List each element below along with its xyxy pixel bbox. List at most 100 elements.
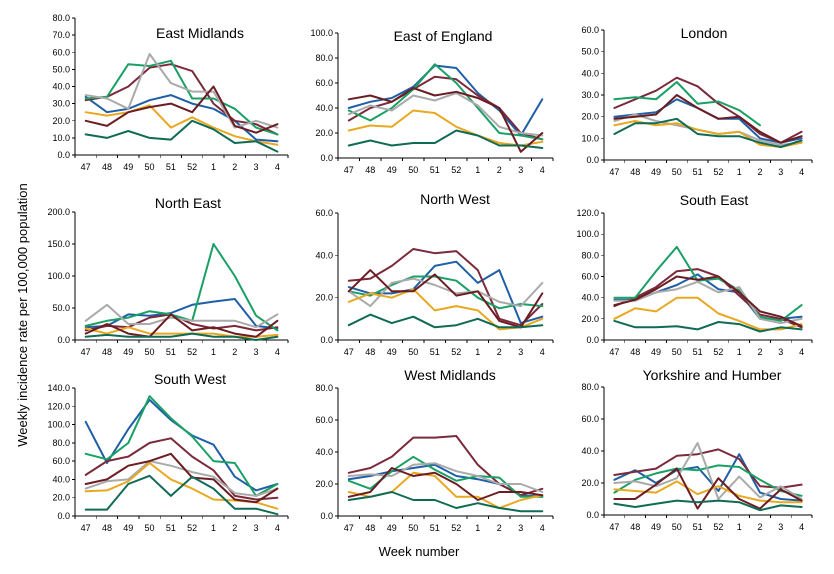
x-tick-label: 47 xyxy=(81,347,91,357)
x-tick-label: 2 xyxy=(497,347,502,357)
y-tick-label: 60.0 xyxy=(52,47,70,57)
series-line-3 xyxy=(84,243,279,332)
x-tick-label: 48 xyxy=(365,165,375,175)
y-tick-label: 70.0 xyxy=(52,30,70,40)
x-tick-label: 52 xyxy=(187,162,197,172)
y-tick-label: 0.0 xyxy=(57,511,70,521)
x-tick-label: 2 xyxy=(497,523,502,533)
series-line-5 xyxy=(347,288,544,331)
y-tick-label: 20.0 xyxy=(581,112,599,122)
y-tick-label: 0.0 xyxy=(586,155,599,165)
y-tick-label: 20.0 xyxy=(581,478,599,488)
series-line-7 xyxy=(84,332,279,341)
series-line-5 xyxy=(84,104,279,146)
series-line-2 xyxy=(347,75,544,141)
x-tick-label: 51 xyxy=(693,522,703,532)
x-tick-label: 52 xyxy=(451,523,461,533)
x-tick-label: 48 xyxy=(630,522,640,532)
y-tick-label: 10.0 xyxy=(581,133,599,143)
panel-title: Yorkshire and Humber xyxy=(643,367,782,383)
x-tick-label: 3 xyxy=(518,347,523,357)
series-line-6 xyxy=(613,275,803,328)
series-line-4 xyxy=(84,303,279,329)
x-tick-label: 47 xyxy=(609,167,619,177)
x-tick-label: 49 xyxy=(123,523,133,533)
y-tick-label: 0.0 xyxy=(320,511,333,521)
series-line-7 xyxy=(347,129,544,149)
x-tick-label: 2 xyxy=(232,523,237,533)
y-tick-label: 20.0 xyxy=(315,479,333,489)
x-tick-label: 52 xyxy=(713,167,723,177)
y-tick-label: 20.0 xyxy=(52,116,70,126)
x-tick-label: 47 xyxy=(609,522,619,532)
series-line-7 xyxy=(84,119,279,153)
series-line-3 xyxy=(84,59,279,136)
y-tick-label: 30.0 xyxy=(52,99,70,109)
x-tick-label: 52 xyxy=(187,347,197,357)
y-tick-label: 80.0 xyxy=(52,13,70,23)
series-line-7 xyxy=(84,474,279,516)
x-tick-label: 50 xyxy=(145,162,155,172)
series-line-6 xyxy=(347,269,544,329)
x-tick-label: 4 xyxy=(275,523,280,533)
series-line-4 xyxy=(347,462,544,493)
y-tick-label: 120.0 xyxy=(576,208,599,218)
y-tick-label: 80.0 xyxy=(581,382,599,392)
x-tick-label: 4 xyxy=(540,165,545,175)
y-tick-label: 80.0 xyxy=(581,250,599,260)
series-line-3 xyxy=(613,81,761,127)
x-tick-label: 4 xyxy=(275,347,280,357)
y-axis-label: Weekly incidence rate per 100,000 popula… xyxy=(15,183,30,447)
y-tick-label: 40.0 xyxy=(52,474,70,484)
x-tick-label: 51 xyxy=(166,523,176,533)
x-tick-label: 1 xyxy=(475,347,480,357)
x-tick-label: 3 xyxy=(254,162,259,172)
y-tick-label: 60.0 xyxy=(581,272,599,282)
series-line-4 xyxy=(613,280,803,325)
x-axis-label: Week number xyxy=(379,544,460,559)
series-line-6 xyxy=(84,452,279,504)
x-tick-label: 48 xyxy=(102,162,112,172)
x-tick-label: 49 xyxy=(387,347,397,357)
x-tick-label: 48 xyxy=(630,347,640,357)
x-tick-label: 1 xyxy=(211,523,216,533)
x-tick-label: 4 xyxy=(540,523,545,533)
x-tick-label: 1 xyxy=(475,523,480,533)
x-tick-label: 52 xyxy=(713,347,723,357)
x-tick-label: 3 xyxy=(254,347,259,357)
x-tick-label: 51 xyxy=(166,347,176,357)
panel-title: North West xyxy=(420,191,490,207)
x-tick-label: 51 xyxy=(430,523,440,533)
y-tick-label: 100.0 xyxy=(47,271,70,281)
x-tick-label: 3 xyxy=(778,167,783,177)
y-tick-label: 50.0 xyxy=(581,47,599,57)
x-tick-label: 51 xyxy=(430,347,440,357)
series-line-2 xyxy=(613,448,803,489)
series-line-6 xyxy=(347,87,544,153)
x-tick-label: 50 xyxy=(672,522,682,532)
y-tick-label: 40.0 xyxy=(581,68,599,78)
x-tick-label: 50 xyxy=(145,523,155,533)
x-tick-label: 4 xyxy=(540,347,545,357)
x-tick-label: 50 xyxy=(408,165,418,175)
y-tick-label: 50.0 xyxy=(52,303,70,313)
x-tick-label: 1 xyxy=(211,162,216,172)
series-line-4 xyxy=(347,92,544,137)
y-tick-label: 40.0 xyxy=(581,293,599,303)
x-tick-label: 50 xyxy=(672,347,682,357)
panel-6: South East 0.0 20.0 40.0 60.0 80.0 100.0 120.0 4… xyxy=(576,192,813,357)
y-tick-label: 200.0 xyxy=(47,207,70,217)
x-tick-label: 4 xyxy=(275,162,280,172)
y-tick-label: 0.0 xyxy=(320,335,333,345)
y-tick-label: 100.0 xyxy=(576,229,599,239)
y-tick-label: 20.0 xyxy=(315,293,333,303)
series-line-6 xyxy=(613,94,803,144)
series-line-3 xyxy=(613,464,803,497)
x-tick-label: 3 xyxy=(778,522,783,532)
series-line-4 xyxy=(613,442,803,500)
y-tick-label: 40.0 xyxy=(315,447,333,457)
panel-title: London xyxy=(681,25,728,41)
y-tick-label: 60.0 xyxy=(52,456,70,466)
panel-title: South East xyxy=(680,192,749,208)
x-tick-label: 50 xyxy=(408,347,418,357)
